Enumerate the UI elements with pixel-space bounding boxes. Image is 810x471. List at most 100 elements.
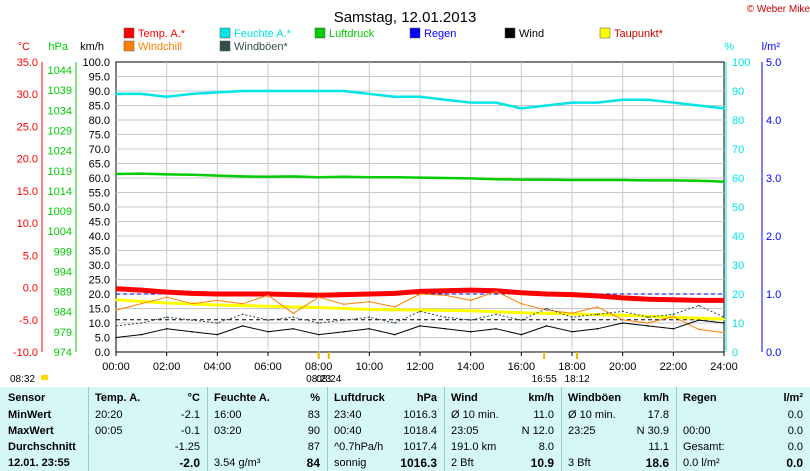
humidity-axis-tick-label: 30: [732, 260, 744, 272]
rain-row-value: 0.0: [787, 441, 803, 453]
data-point-gust: [241, 313, 244, 316]
data-point-pressure: [697, 180, 700, 182]
data-point-dewpoint: [419, 309, 421, 311]
humidity-row-note: 03:20: [214, 425, 242, 437]
pressure-column: Luftdruck hPa 23:40 1016.3 00:40 1018.4 ^0.7hP…: [327, 387, 445, 471]
x-tick-label: 02:00: [153, 361, 181, 373]
humidity-column: Feuchte A.% 16:00 83 03:20 90 87 3.54 g/m³ 84: [207, 387, 328, 471]
data-point-dewpoint: [469, 309, 472, 312]
summary-table: Sensor MinWert MaxWert Durchschnitt 12.0…: [0, 387, 810, 471]
pressure-row-value: 1017.4: [403, 441, 437, 453]
wind-axis-tick-label: 50.0: [89, 202, 110, 214]
humidity-axis-tick-label: 40: [732, 231, 744, 243]
x-tick-label: 06:00: [254, 361, 282, 373]
legend-swatch-wind: [504, 27, 516, 39]
data-point-gust: [723, 316, 725, 319]
pressure-header: Luftdruck: [334, 392, 385, 404]
pressure-axis-tick-label: 974: [54, 347, 72, 359]
data-point-humidity: [140, 93, 143, 95]
humidity-axis-tick-label: 90: [732, 86, 744, 98]
data-point-humidity: [697, 104, 700, 107]
data-point-wind: [317, 333, 320, 336]
data-point-temp: [672, 299, 675, 301]
data-point-gust: [596, 313, 599, 316]
data-point-gust: [621, 310, 624, 313]
temp-row-value: -2.1: [181, 409, 200, 421]
event-label: 08:23: [306, 374, 331, 385]
data-point-windchill: [419, 293, 421, 295]
weather-chart: Samstag, 12.01.2013 © Weber Mike Temp. A.*…: [10, 4, 810, 385]
data-point-temp: [140, 289, 143, 291]
data-point-pressure: [368, 176, 371, 178]
humidity-axis-tick-label: 60: [732, 173, 744, 185]
data-point-pressure: [469, 177, 472, 180]
data-point-gust: [393, 322, 396, 324]
rain-column: Regen l/m² 0.0 00:00 0.0 Gesamt: 0.0 0.0 l/m² 0.…: [676, 387, 810, 471]
data-point-temp: [343, 293, 345, 296]
pressure-axis-tick-label: 1044: [48, 65, 72, 77]
temp-row-note: 20:20: [95, 409, 123, 421]
wind-axis-tick-label: 95.0: [89, 72, 110, 84]
data-point-humidity: [216, 91, 219, 94]
wind-row-note: 191.0 km: [451, 441, 497, 453]
rain-axis-tick-label: 5.0: [766, 57, 781, 69]
temp-header: Temp. A.: [95, 392, 141, 404]
data-point-wind: [596, 328, 599, 330]
data-point-gust: [444, 316, 447, 319]
temp-row-value: -1.25: [174, 441, 200, 453]
data-point-humidity: [191, 93, 193, 95]
pressure-row-value: 1018.4: [403, 425, 437, 437]
rain-row-note: 0.0 l/m²: [683, 457, 720, 469]
legend-swatch-dewpoint: [599, 27, 611, 39]
data-point-wind: [723, 322, 725, 324]
data-point-temp: [571, 293, 573, 296]
x-tick-label: 10:00: [356, 361, 384, 373]
wind-row-value: 8.0: [538, 441, 554, 453]
legend-label-rain: Regen: [424, 28, 456, 40]
humidity-row-note: 3.54 g/m³: [214, 457, 261, 469]
x-tick-label: 04:00: [204, 361, 232, 373]
temp-axis-tick-label: 15.0: [17, 186, 38, 198]
data-point-wind: [368, 328, 371, 330]
pressure-axis-tick-label: 1019: [48, 166, 72, 178]
humidity-axis-tick-label: 80: [732, 115, 744, 127]
data-point-wind: [267, 330, 269, 333]
pressure-axis-tick-label: 1004: [48, 226, 72, 238]
wind-axis-tick-label: 30.0: [89, 260, 110, 272]
row-label-max: MaxWert: [8, 425, 54, 437]
data-point-dewpoint: [317, 306, 320, 309]
rain-axis-tick-label: 1.0: [766, 289, 781, 301]
data-point-temp: [697, 299, 700, 302]
pressure-axis-tick-label: 1039: [48, 85, 72, 97]
data-point-temp: [545, 293, 548, 295]
x-tick-label: 22:00: [660, 361, 688, 373]
data-point-humidity: [393, 96, 396, 98]
wind-column: Wind km/h Ø 10 min. 11.0 23:05 N 12.0 191.0 km…: [444, 387, 562, 471]
humidity-row-note: 16:00: [214, 409, 242, 421]
data-point-wind: [571, 330, 573, 333]
gust-row-value: 18.6: [645, 456, 669, 470]
rain-unit: l/m²: [783, 392, 803, 404]
data-point-windchill: [165, 296, 168, 299]
data-point-temp: [165, 291, 168, 293]
data-point-wind: [469, 330, 472, 333]
x-tick-label: 24:00: [710, 361, 738, 373]
data-point-windchill: [292, 312, 295, 315]
data-point-wind: [672, 328, 675, 330]
data-point-windchill: [140, 302, 143, 305]
data-point-pressure: [216, 174, 219, 177]
temp-axis-tick-label: 5.0: [23, 250, 38, 262]
data-point-wind: [216, 333, 219, 336]
rain-row-note: 00:00: [683, 425, 711, 437]
wind-axis-tick-label: 10.0: [89, 318, 110, 330]
legend-swatch-gust: [219, 40, 231, 52]
x-tick-label: 16:00: [508, 361, 536, 373]
wind-axis-tick-label: 100.0: [82, 57, 110, 69]
data-point-wind: [292, 328, 295, 330]
legend-swatch-windchill: [123, 40, 135, 52]
legend-label-dewpoint: Taupunkt*: [614, 28, 664, 40]
data-point-temp: [241, 293, 244, 295]
x-tick-label: 18:00: [558, 361, 586, 373]
data-point-windchill: [672, 315, 675, 318]
data-point-temp: [469, 289, 472, 291]
